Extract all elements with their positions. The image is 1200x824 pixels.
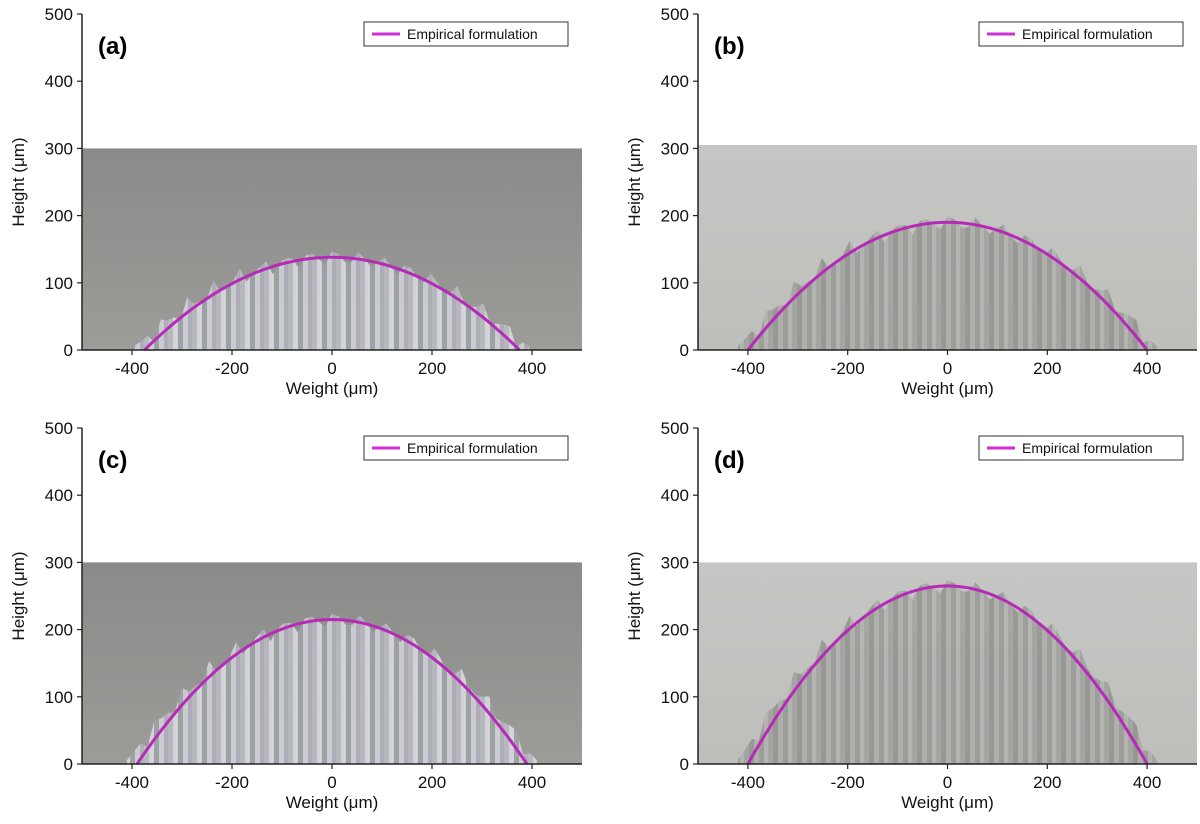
x-axis-title: Weight (μm)	[286, 793, 379, 812]
x-tick-label: 400	[518, 773, 546, 792]
legend-label: Empirical formulation	[1022, 440, 1153, 456]
y-tick-label: 500	[661, 419, 689, 438]
y-tick-label: 300	[661, 553, 689, 572]
x-axis-title: Weight (μm)	[901, 379, 994, 398]
x-tick-label: 200	[418, 773, 446, 792]
chart-panel-b: 0 100 200 300 400 500 -400 -200 0 200 400 Weight (μ…	[625, 5, 1197, 398]
legend: Empirical formulation	[978, 435, 1184, 461]
y-tick-label: 200	[661, 207, 689, 226]
x-tick-label: 0	[327, 359, 336, 378]
y-tick-label: 300	[661, 139, 689, 158]
y-tick-label: 0	[680, 755, 689, 774]
y-tick-label: 0	[680, 341, 689, 360]
y-tick-label: 300	[45, 553, 73, 572]
y-tick-label: 0	[64, 341, 73, 360]
panel-label: (d)	[714, 447, 745, 474]
y-tick-label: 400	[661, 486, 689, 505]
legend: Empirical formulation	[978, 21, 1184, 47]
y-axis-title: Height (μm)	[625, 551, 644, 640]
y-tick-label: 400	[45, 486, 73, 505]
y-tick-label: 100	[661, 688, 689, 707]
panel-label: (c)	[98, 447, 127, 474]
chart-panel-a: 0 100 200 300 400 500 -400 -200 0 200 400 Weight (μ…	[9, 5, 582, 398]
y-tick-label: 500	[45, 5, 73, 24]
y-tick-label: 500	[661, 5, 689, 24]
y-tick-label: 200	[45, 621, 73, 640]
bead-cross-section	[127, 613, 537, 764]
y-axis-title: Height (μm)	[9, 137, 28, 226]
legend-label: Empirical formulation	[407, 26, 538, 42]
legend-label: Empirical formulation	[407, 440, 538, 456]
y-tick-label: 100	[45, 274, 73, 293]
x-tick-label: 400	[518, 359, 546, 378]
empirical-curve	[746, 220, 1149, 351]
bead-cross-section	[737, 580, 1158, 764]
empirical-curve	[746, 584, 1149, 765]
legend-label: Empirical formulation	[1022, 26, 1153, 42]
legend: Empirical formulation	[363, 435, 569, 461]
x-tick-label: -200	[831, 359, 865, 378]
y-tick-label: 500	[45, 419, 73, 438]
x-tick-label: -400	[731, 359, 765, 378]
bead-cross-section	[737, 216, 1158, 350]
x-tick-label: 400	[1133, 773, 1161, 792]
empirical-curve	[143, 255, 521, 352]
y-tick-label: 200	[45, 207, 73, 226]
chart-panel-d: 0 100 200 300 400 500 -400 -200 0 200 400 Weight (μ…	[625, 419, 1197, 812]
y-tick-label: 0	[64, 755, 73, 774]
x-tick-label: -400	[115, 359, 149, 378]
x-tick-label: -400	[115, 773, 149, 792]
panel-label: (b)	[714, 33, 745, 60]
x-tick-label: -200	[831, 773, 865, 792]
y-tick-label: 200	[661, 621, 689, 640]
legend: Empirical formulation	[363, 21, 569, 47]
bead-cross-section	[134, 251, 530, 350]
x-axis-title: Weight (μm)	[286, 379, 379, 398]
x-tick-label: -200	[215, 359, 249, 378]
x-tick-label: 200	[1033, 773, 1061, 792]
y-tick-label: 100	[45, 688, 73, 707]
x-tick-label: 200	[418, 359, 446, 378]
x-tick-label: 400	[1133, 359, 1161, 378]
x-axis-title: Weight (μm)	[901, 793, 994, 812]
x-tick-label: 0	[943, 773, 952, 792]
y-tick-label: 400	[45, 72, 73, 91]
chart-panel-c: 0 100 200 300 400 500 -400 -200 0 200 400 Weight (μ…	[9, 419, 582, 812]
x-tick-label: 0	[943, 359, 952, 378]
legend-box	[978, 435, 1184, 461]
empirical-curve	[135, 617, 529, 765]
x-tick-label: -400	[731, 773, 765, 792]
y-axis-title: Height (μm)	[9, 551, 28, 640]
y-axis-title: Height (μm)	[625, 137, 644, 226]
y-tick-label: 400	[661, 72, 689, 91]
x-tick-label: -200	[215, 773, 249, 792]
panel-label: (a)	[98, 33, 127, 60]
x-tick-label: 200	[1033, 359, 1061, 378]
y-tick-label: 100	[661, 274, 689, 293]
x-tick-label: 0	[327, 773, 336, 792]
y-tick-label: 300	[45, 139, 73, 158]
